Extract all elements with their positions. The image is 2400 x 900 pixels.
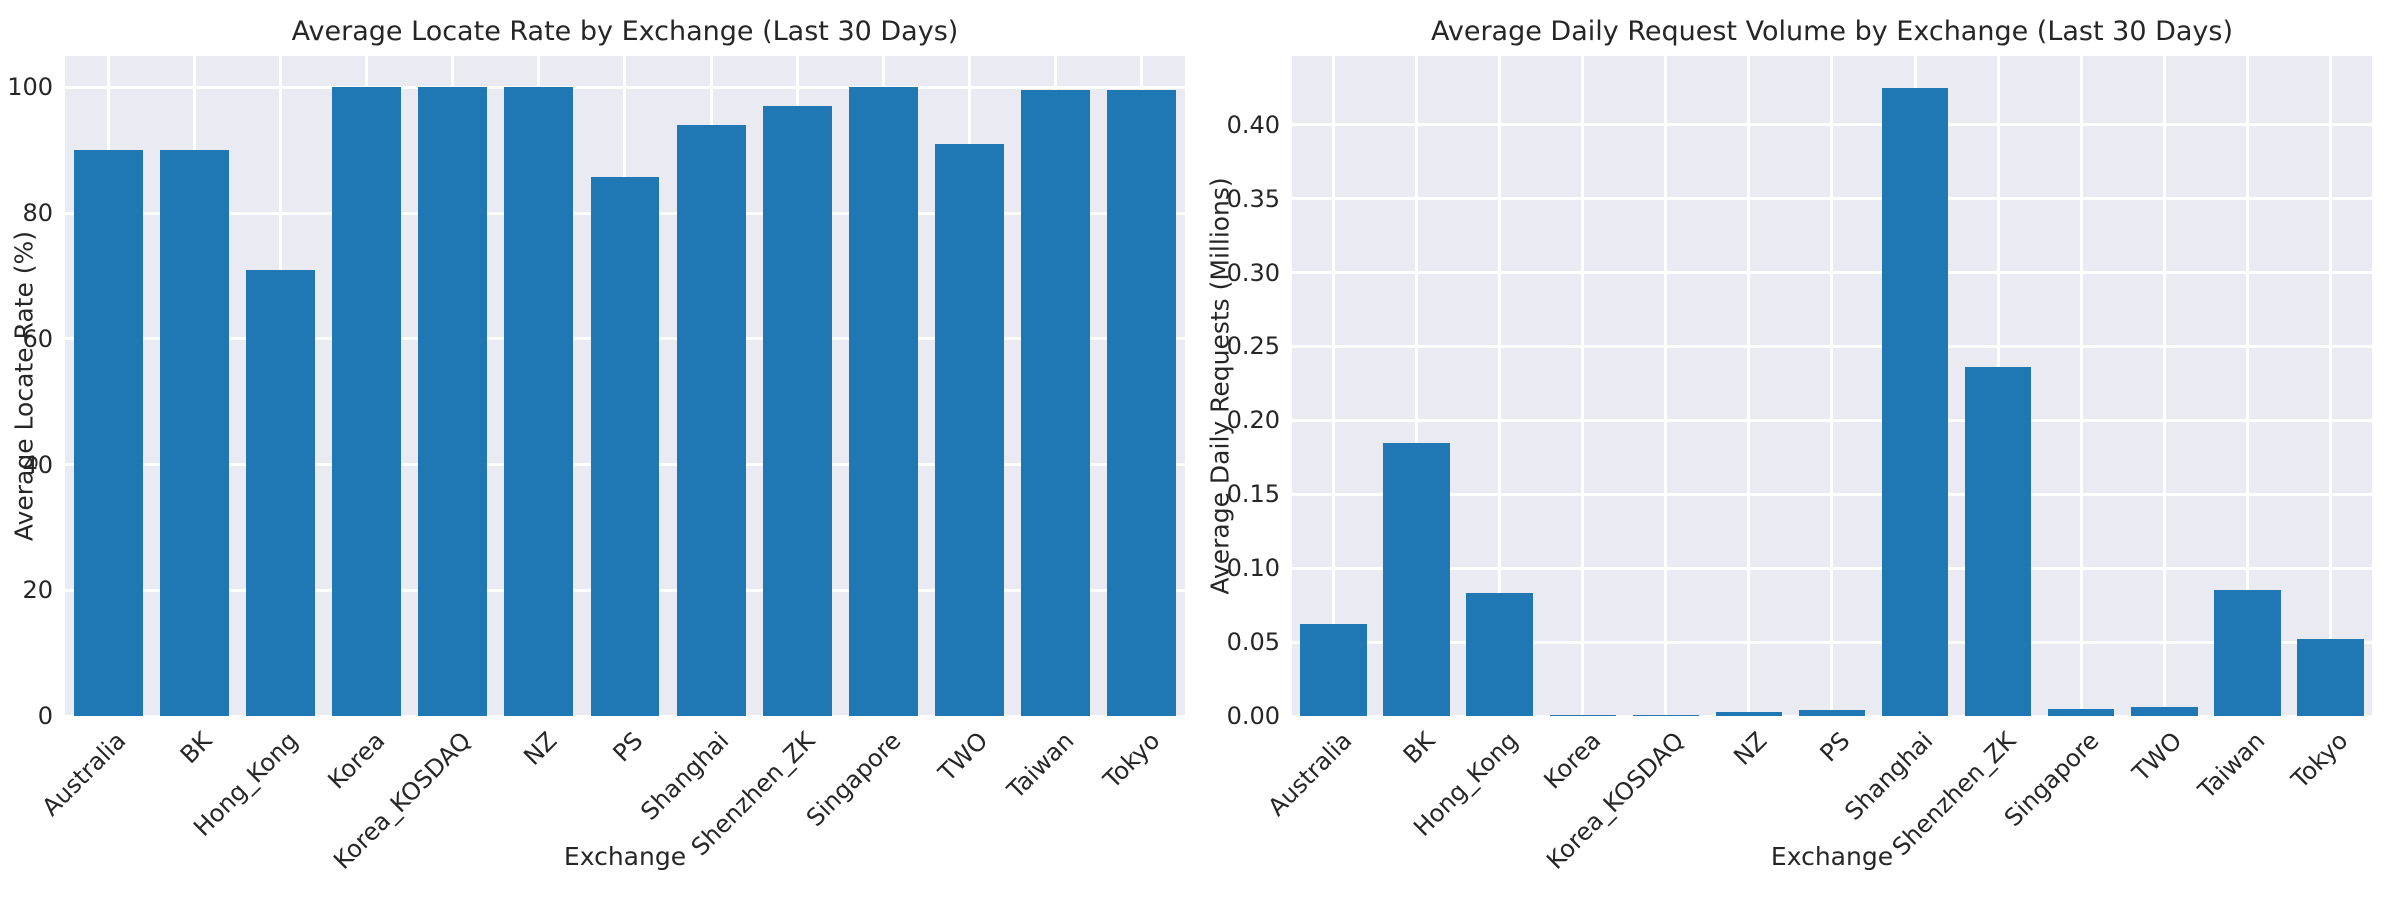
plot-area	[65, 56, 1185, 716]
y-tick-label: 0.05	[1226, 628, 1280, 657]
bar-Shenzhen_ZK	[1964, 367, 2032, 716]
y-tick-label: 100	[7, 73, 53, 102]
bar-Taiwan	[2214, 590, 2281, 716]
x-tick-label: Tokyo	[2286, 726, 2354, 794]
bar-Shanghai	[676, 125, 746, 716]
category-slot	[2206, 56, 2289, 716]
gridline-vertical	[1415, 56, 1419, 716]
bar-BK	[159, 150, 229, 716]
category-slot	[582, 56, 668, 716]
bar-TWO	[935, 144, 1005, 716]
x-axis-label: Exchange	[1770, 842, 1894, 871]
gridline-vertical	[1830, 56, 1834, 716]
y-tick-label: 40	[22, 450, 53, 479]
category-slot	[1013, 56, 1099, 716]
category-slot	[668, 56, 754, 716]
y-tick-label: 0.40	[1226, 110, 1280, 139]
category-slot	[65, 56, 151, 716]
category-slot	[1458, 56, 1541, 716]
category-slot	[151, 56, 237, 716]
category-slot	[1624, 56, 1707, 716]
bar-NZ	[504, 87, 574, 716]
y-tick-label: 0.25	[1226, 332, 1280, 361]
chart-title: Average Daily Request Volume by Exchange…	[1430, 16, 2234, 47]
gridline-vertical	[1581, 56, 1585, 716]
category-slot	[1099, 56, 1185, 716]
category-slot	[1541, 56, 1624, 716]
plot-area	[1292, 56, 2372, 716]
x-tick-label: PS	[1814, 726, 1856, 768]
bar-Singapore	[848, 87, 918, 716]
bar-Korea_KOSDAQ	[1632, 714, 1700, 716]
bar-Korea	[1549, 714, 1616, 716]
x-tick-label: Taiwan	[2193, 726, 2271, 805]
category-slot	[840, 56, 926, 716]
y-axis-label: Average Daily Requests (Millions)	[1205, 177, 1235, 595]
gridline-vertical	[2079, 56, 2083, 716]
gridline-vertical	[2245, 56, 2249, 716]
category-slot	[2289, 56, 2372, 716]
category-slot	[1292, 56, 1375, 716]
x-axis-label: Exchange	[563, 842, 687, 871]
gridline-vertical	[1664, 56, 1668, 716]
y-tick-label: 0.35	[1226, 184, 1280, 213]
gridline-vertical	[2328, 56, 2332, 716]
category-slot	[1375, 56, 1458, 716]
bar-Taiwan	[1021, 89, 1091, 716]
x-tick-label: TWO	[2127, 726, 2188, 787]
y-tick-label: 0.20	[1226, 406, 1280, 435]
y-tick-label: 0.15	[1226, 480, 1280, 509]
bar-Shenzhen_ZK	[762, 106, 832, 716]
category-slot	[927, 56, 1013, 716]
bar-TWO	[2131, 707, 2198, 716]
category-slot	[323, 56, 409, 716]
y-tick-label: 20	[22, 576, 53, 605]
bar-Korea	[332, 87, 401, 716]
bar-Singapore	[2047, 708, 2115, 716]
gridline-vertical	[1498, 56, 1502, 716]
bar-NZ	[1715, 711, 1783, 716]
y-tick-label: 0.30	[1226, 258, 1280, 287]
x-tick-label: NZ	[1728, 726, 1773, 771]
category-slot	[1790, 56, 1873, 716]
category-slot	[237, 56, 323, 716]
y-tick-label: 0	[37, 702, 53, 730]
category-slot	[2040, 56, 2123, 716]
category-slot	[496, 56, 582, 716]
chart-title: Average Locate Rate by Exchange (Last 30…	[291, 16, 959, 47]
x-tick-label: Korea	[1538, 726, 1607, 795]
category-slot	[1957, 56, 2040, 716]
bar-PS	[1798, 710, 1866, 716]
bar-Tokyo	[2297, 639, 2364, 716]
bar-Australia	[1300, 624, 1367, 716]
bar-Hong_Kong	[245, 269, 315, 716]
bar-Shanghai	[1881, 87, 1949, 716]
x-tick-label: BK	[1397, 726, 1440, 770]
bar-BK	[1383, 442, 1450, 716]
gridline-vertical	[2162, 56, 2166, 716]
bar-Korea_KOSDAQ	[418, 87, 488, 716]
bar-Australia	[73, 150, 143, 716]
category-slot	[754, 56, 840, 716]
y-tick-label: 80	[22, 199, 53, 228]
y-tick-label: 0.00	[1226, 702, 1280, 730]
gridline-vertical	[1332, 56, 1336, 716]
bar-PS	[590, 177, 660, 716]
category-slot	[2123, 56, 2206, 716]
y-tick-label: 0.10	[1226, 554, 1280, 583]
bar-Tokyo	[1107, 89, 1177, 716]
x-tick-label: Australia	[1262, 726, 1357, 822]
category-slot	[1874, 56, 1957, 716]
gridline-vertical	[1747, 56, 1751, 716]
category-slot	[1707, 56, 1790, 716]
category-slot	[410, 56, 496, 716]
bar-Hong_Kong	[1466, 593, 1533, 716]
y-tick-label: 60	[22, 324, 53, 353]
